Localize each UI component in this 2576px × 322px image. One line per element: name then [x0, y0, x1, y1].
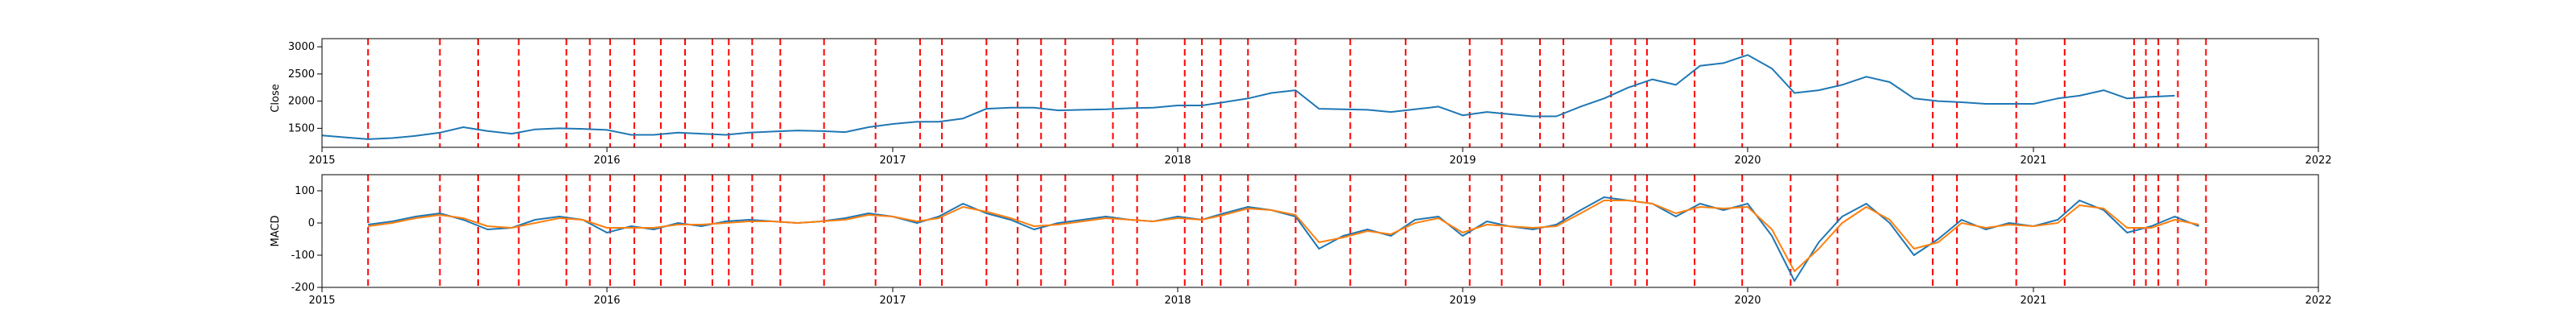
close-ytick-label: 1500 [288, 122, 315, 134]
close-ytick-label: 2000 [288, 96, 315, 108]
close-event-lines [367, 39, 2207, 147]
close-close-line [321, 54, 2175, 140]
macd-xtick-label: 2019 [1449, 295, 1476, 307]
macd-ylabel: MACD [270, 216, 282, 247]
macd-axes-frame [321, 174, 2319, 288]
close-series [321, 54, 2175, 140]
macd-ytick-label: 100 [295, 185, 315, 197]
close-axis-ticks: 1500 2000 2500 3000 2015 2016 2017 2018 2019 2020… [288, 41, 2332, 167]
close-axes-frame [321, 38, 2319, 148]
close-ytick-label: 2500 [288, 68, 315, 80]
macd-xtick-label: 2022 [2305, 295, 2331, 307]
close-xtick-label: 2018 [1164, 155, 1191, 167]
close-xtick-label: 2019 [1449, 155, 1476, 167]
close-xtick-label: 2020 [1734, 155, 1761, 167]
macd-xtick-label: 2016 [593, 295, 620, 307]
close-price-panel: Close 1500 2000 2500 3000 2015 2016 2017 2018 20… [270, 38, 2332, 167]
macd-ytick-label: -100 [291, 250, 315, 262]
macd-panel: MACD -200 -100 0 100 2015 2016 2017 2018 2019 202… [270, 174, 2332, 307]
macd-axis-ticks: -200 -100 0 100 2015 2016 2017 2018 2019 2020 2021… [291, 185, 2331, 307]
close-ytick-label: 3000 [288, 41, 315, 53]
close-xtick-label: 2015 [308, 155, 335, 167]
macd-xtick-label: 2021 [2020, 295, 2046, 307]
macd-xtick-label: 2017 [879, 295, 906, 307]
macd-ytick-label: -200 [291, 282, 315, 294]
close-xtick-label: 2022 [2305, 155, 2331, 167]
close-xtick-label: 2021 [2020, 155, 2046, 167]
macd-xtick-label: 2018 [1164, 295, 1191, 307]
close-ylabel: Close [270, 84, 282, 112]
macd-signal-line [368, 200, 2199, 272]
macd-macd-line [368, 196, 2199, 282]
macd-series [368, 196, 2199, 282]
macd-event-lines [367, 175, 2207, 287]
close-xtick-label: 2016 [593, 155, 620, 167]
macd-xtick-label: 2020 [1734, 295, 1761, 307]
macd-xtick-label: 2015 [308, 295, 335, 307]
macd-ytick-label: 0 [308, 217, 315, 229]
close-xtick-label: 2017 [879, 155, 906, 167]
